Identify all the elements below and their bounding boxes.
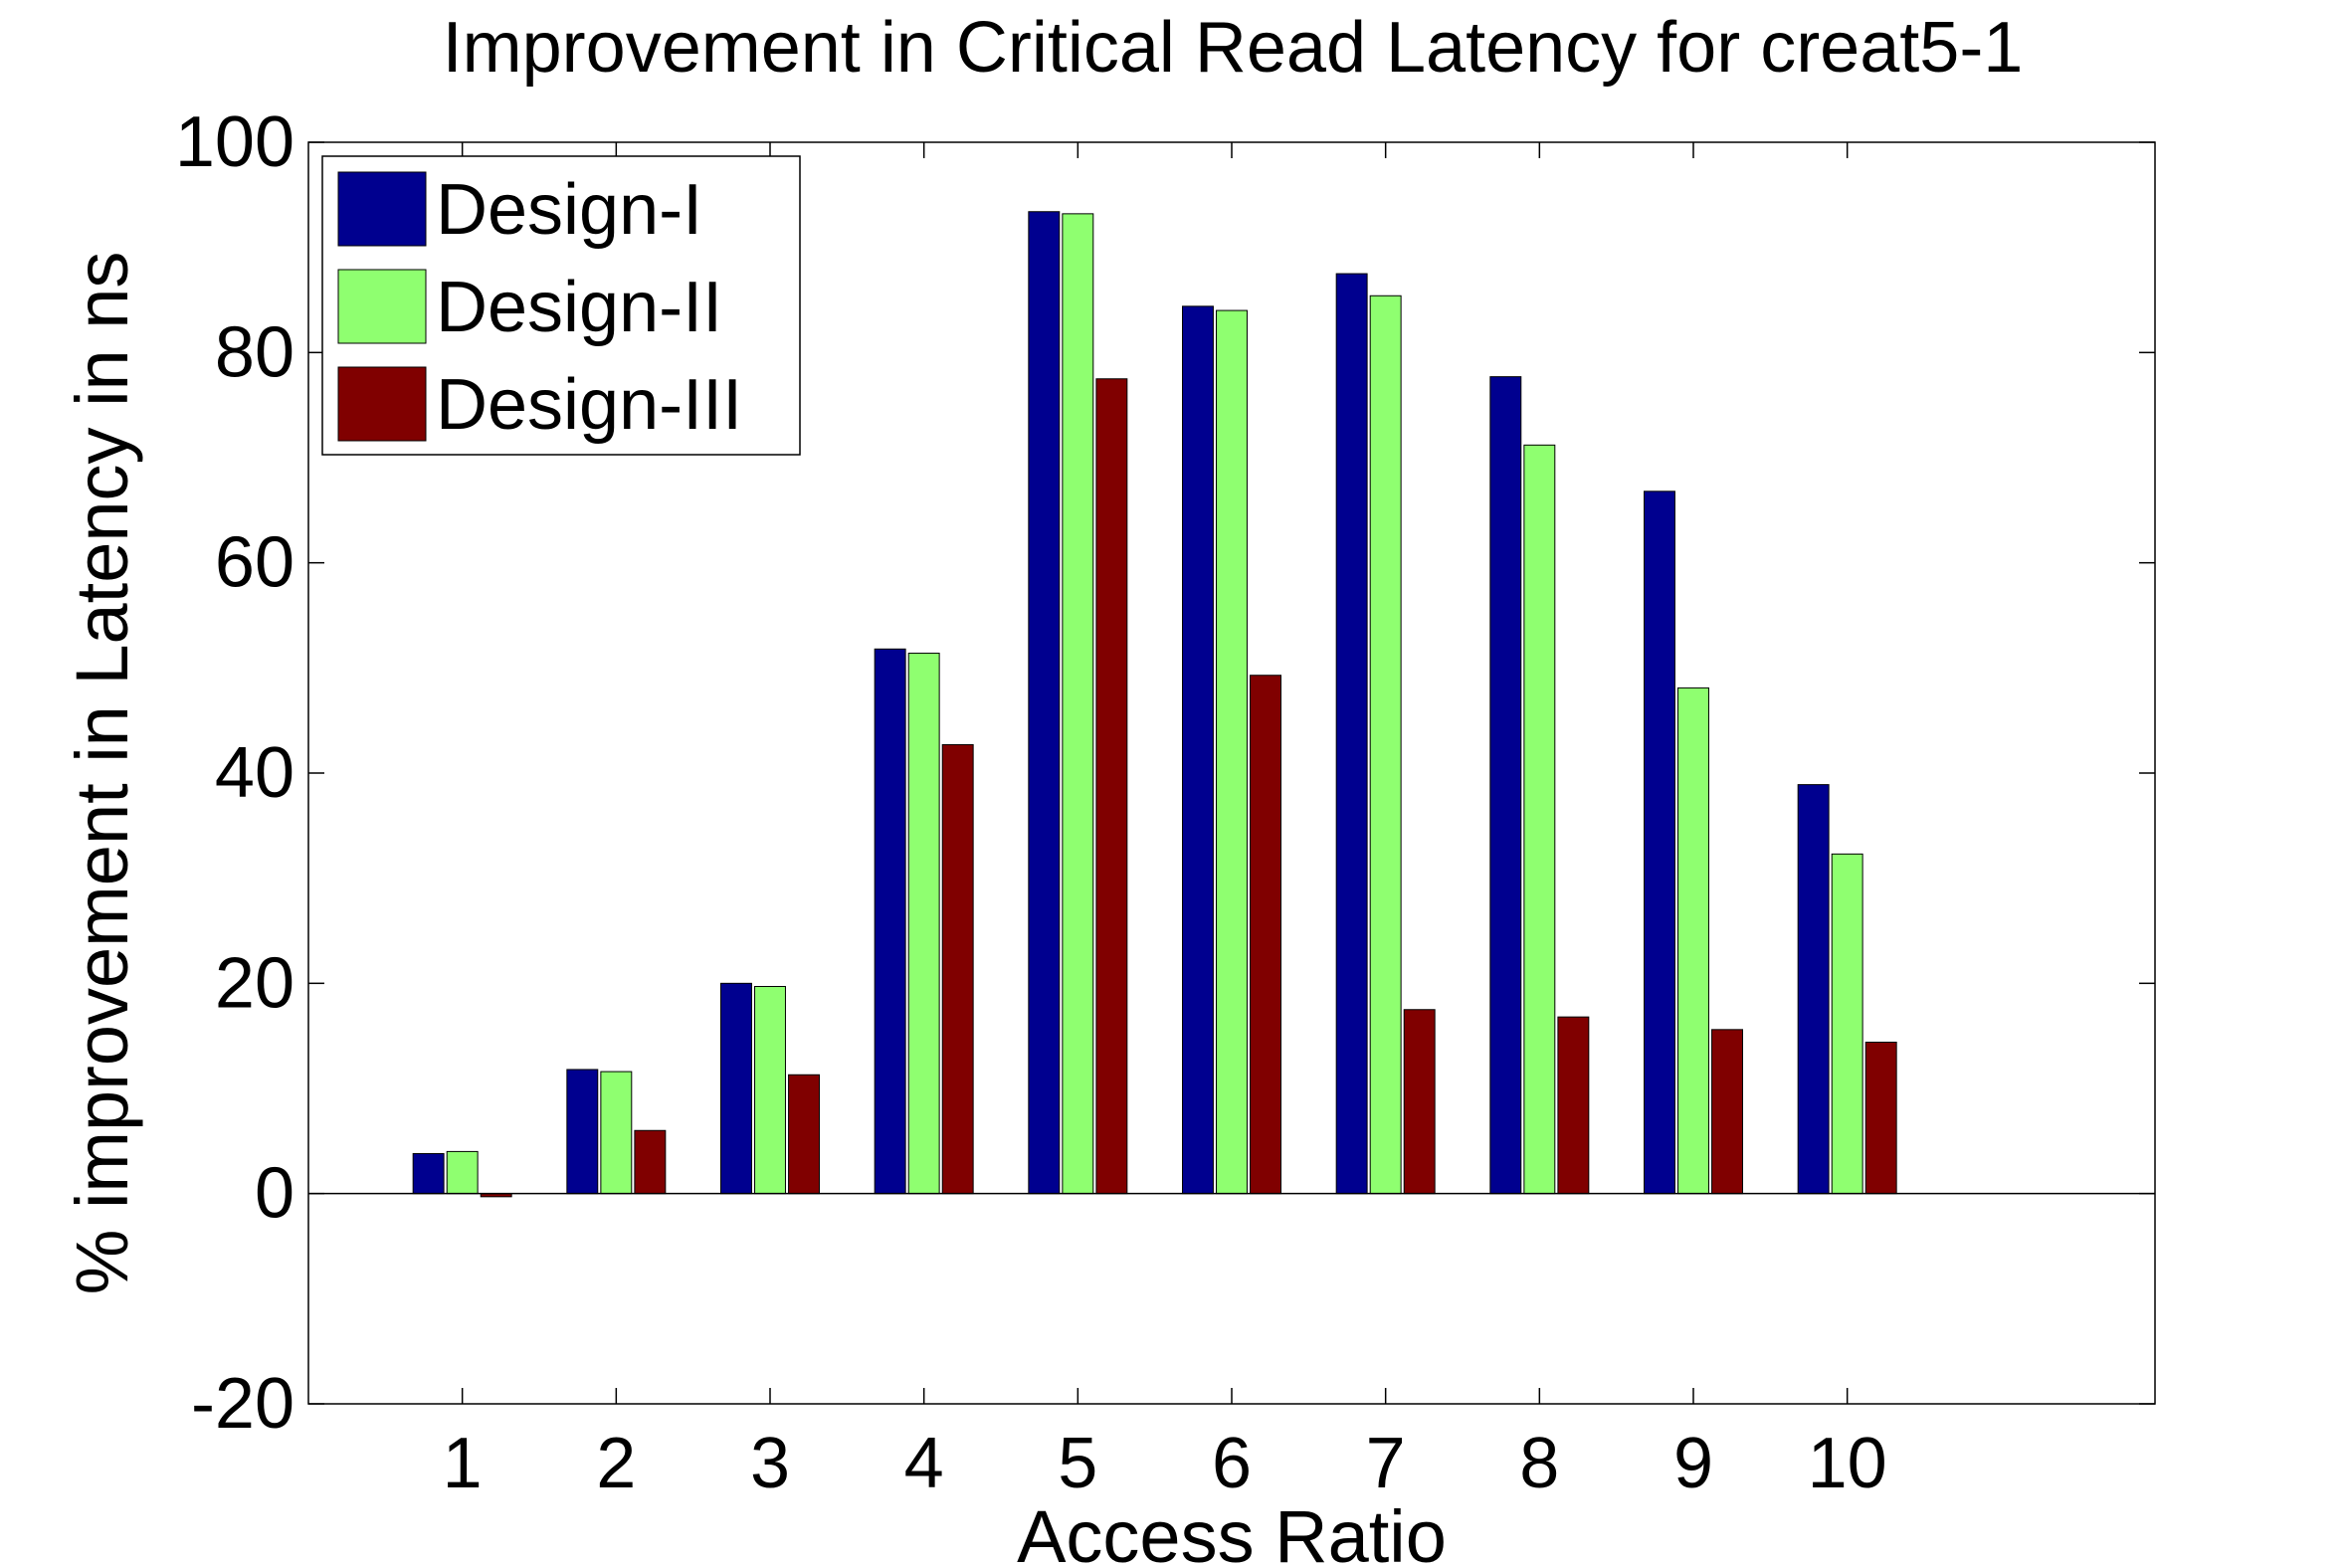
y-tick-label: -20 — [191, 1364, 294, 1444]
x-axis-label: Access Ratio — [1017, 1495, 1447, 1568]
y-axis-label: % improvement in Latency in ns — [61, 252, 143, 1295]
legend-label-design-iii: Design-III — [436, 365, 742, 445]
bar-design-i-1 — [412, 1153, 445, 1195]
bars-layer — [412, 211, 1897, 1198]
bar-design-ii-9 — [1677, 686, 1709, 1195]
y-tick-label: 100 — [175, 102, 294, 182]
x-tick-label: 9 — [1673, 1424, 1713, 1503]
bar-design-ii-3 — [754, 986, 786, 1195]
x-tick-label: 10 — [1808, 1424, 1887, 1503]
bar-design-ii-2 — [600, 1071, 633, 1195]
bar-design-i-7 — [1335, 273, 1368, 1195]
bar-design-iii-3 — [788, 1074, 820, 1195]
x-tick-label: 8 — [1519, 1424, 1559, 1503]
bar-design-iii-4 — [941, 743, 974, 1195]
bar-design-ii-4 — [907, 653, 940, 1195]
legend-label-design-ii: Design-II — [436, 268, 722, 347]
bar-design-iii-10 — [1864, 1042, 1897, 1195]
y-tick-label: 60 — [215, 523, 294, 603]
x-tick-label: 4 — [904, 1424, 944, 1503]
legend-label-design-i: Design-I — [436, 170, 702, 250]
chart-title: Improvement in Critical Read Latency for… — [443, 8, 2024, 88]
x-tick-label: 1 — [443, 1424, 483, 1503]
bar-design-iii-6 — [1250, 675, 1281, 1195]
x-tick-label: 6 — [1212, 1424, 1252, 1503]
bar-design-i-2 — [566, 1069, 599, 1195]
bar-design-iii-9 — [1711, 1029, 1743, 1195]
legend-swatch-design-iii — [337, 366, 427, 442]
bar-design-i-9 — [1644, 490, 1675, 1195]
bar-design-iii-2 — [634, 1129, 667, 1195]
bar-design-i-4 — [874, 648, 906, 1195]
x-tick-label: 2 — [596, 1424, 636, 1503]
x-tick-label: 7 — [1366, 1424, 1406, 1503]
bar-design-ii-8 — [1523, 444, 1556, 1195]
bar-design-iii-5 — [1095, 378, 1128, 1195]
axes-layer: -20 0 20 40 60 80 100 1 2 3 4 5 6 7 8 9 10 — [175, 102, 2156, 1503]
x-tick-label: 3 — [750, 1424, 790, 1503]
bar-design-ii-1 — [446, 1150, 479, 1195]
bar-design-iii-8 — [1557, 1016, 1590, 1195]
bar-design-i-5 — [1028, 211, 1061, 1195]
bar-design-i-3 — [720, 982, 752, 1195]
legend-swatch-design-i — [337, 171, 427, 247]
y-tick-label: 80 — [215, 312, 294, 392]
y-tick-label: 0 — [255, 1154, 294, 1234]
bar-design-iii-7 — [1403, 1009, 1436, 1195]
bar-design-i-8 — [1489, 376, 1522, 1195]
bar-design-i-10 — [1797, 784, 1830, 1195]
legend: Design-I Design-II Design-III — [321, 155, 801, 456]
x-tick-label: 5 — [1058, 1424, 1097, 1503]
bar-design-ii-7 — [1369, 294, 1402, 1195]
bar-design-ii-10 — [1831, 853, 1863, 1195]
y-tick-label: 40 — [215, 733, 294, 813]
legend-swatch-design-ii — [337, 269, 427, 344]
bar-design-ii-5 — [1062, 213, 1094, 1195]
bar-design-i-6 — [1182, 305, 1214, 1195]
bar-design-ii-6 — [1216, 309, 1248, 1195]
y-tick-label: 20 — [215, 943, 294, 1023]
